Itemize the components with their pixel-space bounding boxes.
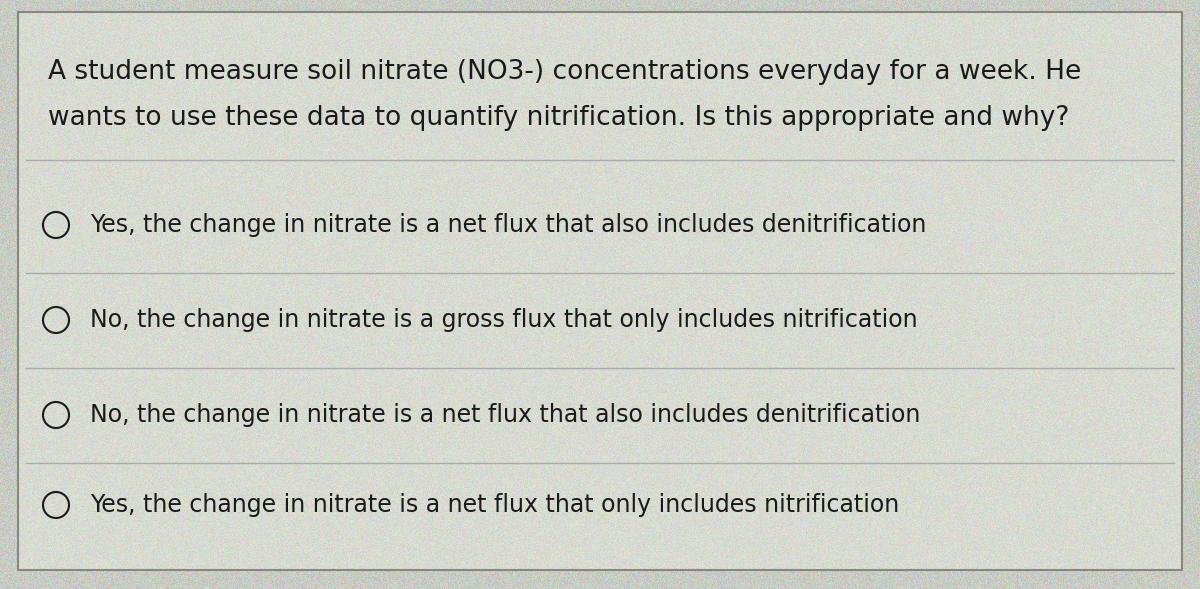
- Text: No, the change in nitrate is a gross flux that only includes nitrification: No, the change in nitrate is a gross flu…: [90, 308, 918, 332]
- Text: A student measure soil nitrate (NO3-) concentrations everyday for a week. He: A student measure soil nitrate (NO3-) co…: [48, 59, 1081, 85]
- Text: wants to use these data to quantify nitrification. Is this appropriate and why?: wants to use these data to quantify nitr…: [48, 105, 1069, 131]
- Text: Yes, the change in nitrate is a net flux that also includes denitrification: Yes, the change in nitrate is a net flux…: [90, 213, 926, 237]
- Text: No, the change in nitrate is a net flux that also includes denitrification: No, the change in nitrate is a net flux …: [90, 403, 920, 427]
- Text: Yes, the change in nitrate is a net flux that only includes nitrification: Yes, the change in nitrate is a net flux…: [90, 493, 899, 517]
